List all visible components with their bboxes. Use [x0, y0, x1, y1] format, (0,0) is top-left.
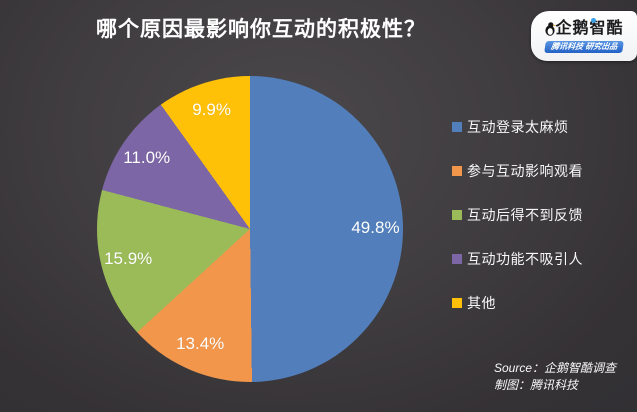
- credit-line: 制图：腾讯科技: [494, 378, 579, 392]
- penguin-icon: [545, 21, 557, 36]
- chart-legend: 互动登录太麻烦 参与互动影响观看 互动后得不到反馈 互动功能不吸引人 其他: [452, 117, 583, 313]
- blue-dot-icon: [590, 17, 596, 23]
- source-block: Source：企鹅智酷调查 制图：腾讯科技: [494, 360, 616, 394]
- brand-name-row: 企鹅智酷: [544, 17, 624, 38]
- pie-value-label: 11.0%: [123, 147, 171, 167]
- legend-label: 互动功能不吸引人: [467, 251, 583, 267]
- legend-label: 参与互动影响观看: [467, 163, 583, 179]
- legend-swatch-icon: [452, 166, 462, 176]
- chart-title: 哪个原因最影响你互动的积极性？: [96, 18, 426, 41]
- pie-value-label: 49.8%: [351, 218, 400, 238]
- legend-item: 互动登录太麻烦: [452, 117, 583, 137]
- legend-item: 互动后得不到反馈: [452, 205, 583, 225]
- legend-swatch-icon: [452, 254, 462, 264]
- legend-swatch-icon: [452, 298, 462, 308]
- brand-name: 企鹅智酷: [555, 19, 624, 37]
- legend-label: 互动后得不到反馈: [467, 207, 583, 223]
- pie-value-label: 15.9%: [104, 249, 153, 269]
- brand-tagline: 腾讯科技 研究出品: [544, 40, 624, 53]
- pie-value-label: 13.4%: [176, 334, 225, 354]
- pie-circle: [97, 76, 403, 382]
- legend-swatch-icon: [452, 210, 462, 220]
- pie-chart: 49.8% 13.4% 15.9% 11.0% 9.9%: [97, 76, 403, 382]
- legend-swatch-icon: [452, 122, 462, 132]
- legend-label: 其他: [467, 295, 496, 311]
- brand-logo: 企鹅智酷 腾讯科技 研究出品: [531, 11, 637, 61]
- pie-value-label: 9.9%: [192, 99, 231, 119]
- legend-item: 互动功能不吸引人: [452, 249, 583, 269]
- source-line: Source：企鹅智酷调查: [494, 361, 617, 375]
- legend-label: 互动登录太麻烦: [467, 119, 569, 135]
- legend-item: 其他: [452, 293, 583, 313]
- legend-item: 参与互动影响观看: [452, 161, 583, 181]
